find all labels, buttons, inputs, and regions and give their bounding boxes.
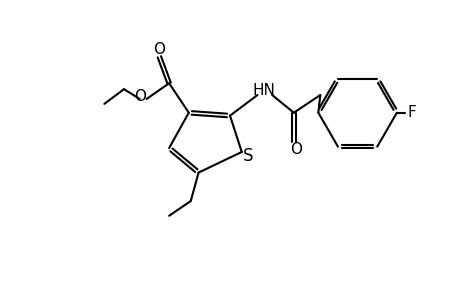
Text: S: S	[242, 147, 252, 165]
Text: O: O	[289, 142, 301, 158]
Text: O: O	[134, 89, 146, 104]
Text: F: F	[406, 105, 415, 120]
Text: HN: HN	[252, 82, 275, 98]
Text: O: O	[153, 42, 165, 57]
